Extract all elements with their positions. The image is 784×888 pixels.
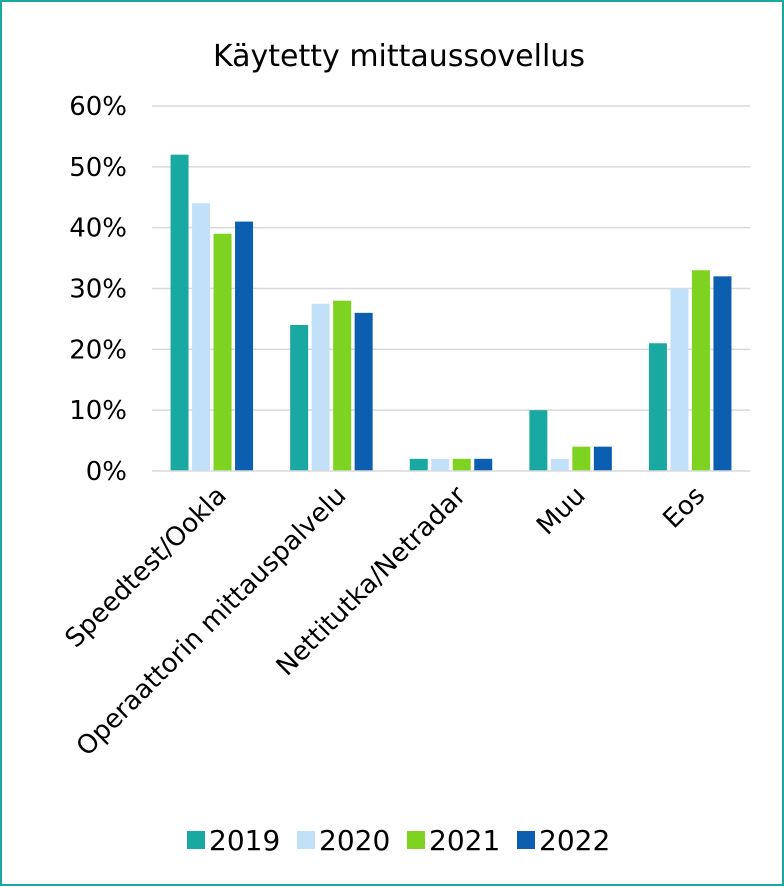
y-tick-label: 60%: [69, 92, 127, 122]
bar-2020-4: [670, 288, 689, 471]
bar-2020-3: [550, 458, 569, 471]
bar-2019-3: [529, 410, 548, 471]
legend-label: 2022: [539, 824, 610, 857]
y-tick-label: 50%: [69, 153, 127, 183]
bar-2020-0: [192, 203, 211, 472]
legend-label: 2021: [429, 824, 500, 857]
bar-2019-0: [170, 154, 189, 471]
bar-2022-3: [593, 446, 612, 471]
bar-2019-1: [290, 325, 309, 471]
legend-swatch-2022: [517, 831, 535, 849]
y-tick-label: 40%: [69, 214, 127, 244]
y-tick-label: 10%: [69, 396, 127, 426]
bar-2022-4: [713, 276, 732, 471]
bar-2021-1: [333, 300, 352, 471]
bar-2021-2: [452, 458, 471, 471]
legend-label: 2020: [319, 824, 390, 857]
chart-title: Käytetty mittaussovellus: [213, 39, 585, 74]
category-label: Muu: [531, 481, 591, 541]
bar-2022-1: [354, 312, 373, 471]
bar-2021-0: [213, 233, 232, 471]
y-tick-label: 30%: [69, 275, 127, 305]
legend-label: 2019: [209, 824, 280, 857]
bar-2020-2: [431, 458, 450, 471]
bar-2021-3: [572, 446, 591, 471]
legend-swatch-2019: [187, 831, 205, 849]
legend-swatch-2020: [297, 831, 315, 849]
bar-2022-2: [474, 458, 493, 471]
category-label: Eos: [657, 481, 711, 535]
bars: [170, 154, 732, 472]
bar-2020-1: [311, 303, 330, 471]
bar-2022-0: [235, 221, 254, 471]
legend: 2019 2020 2021 2022: [187, 824, 610, 857]
legend-swatch-2021: [407, 831, 425, 849]
bar-2021-4: [691, 270, 710, 471]
y-tick-label: 20%: [69, 335, 127, 365]
bar-2019-4: [648, 343, 667, 471]
bar-2019-2: [409, 458, 428, 471]
y-tick-label: 0%: [86, 457, 127, 487]
y-axis-ticks: 0% 10% 20% 30% 40% 50% 60%: [69, 92, 127, 487]
